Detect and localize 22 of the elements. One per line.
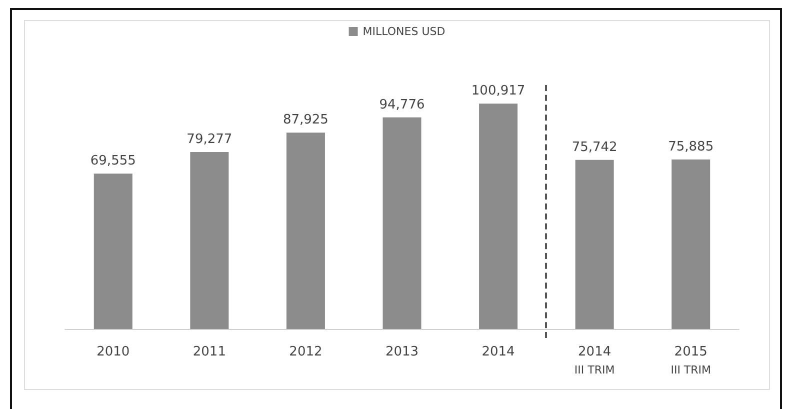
data-label: 87,925	[282, 112, 328, 128]
x-tick-label: 2011	[192, 344, 226, 360]
x-tick-label: 2014	[482, 344, 515, 360]
legend-label: MILLONES USD	[362, 25, 446, 38]
x-tick-label: 2012	[289, 344, 322, 360]
bar	[672, 160, 710, 329]
data-label: 75,742	[572, 140, 618, 155]
data-label: 75,885	[668, 140, 714, 155]
bar	[382, 117, 422, 329]
x-tick-label: 2010	[96, 344, 130, 360]
data-label: 100,917	[471, 84, 526, 99]
data-label: 94,776	[379, 97, 425, 112]
data-label: 69,555	[90, 154, 136, 169]
data-label: 79,277	[186, 132, 232, 147]
bar	[190, 152, 229, 329]
bar	[575, 160, 614, 329]
x-tick-label: 2014 III TRIM	[574, 344, 615, 376]
bar	[286, 132, 325, 329]
x-tick-label: 2015 III TRIM	[670, 344, 712, 376]
bar	[479, 104, 518, 329]
bar	[94, 174, 132, 329]
x-tick-label: 2013	[385, 344, 419, 360]
